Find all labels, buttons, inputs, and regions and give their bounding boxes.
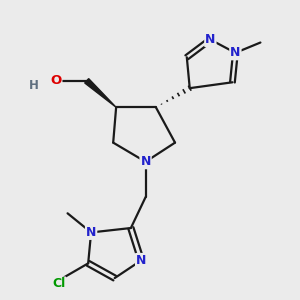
- Text: H: H: [29, 79, 39, 92]
- Text: N: N: [205, 33, 215, 46]
- Polygon shape: [85, 79, 116, 107]
- Text: N: N: [230, 46, 241, 59]
- Text: O: O: [50, 74, 61, 87]
- Text: Cl: Cl: [52, 278, 65, 290]
- Text: N: N: [86, 226, 96, 239]
- Text: N: N: [140, 155, 151, 168]
- Text: N: N: [136, 254, 146, 267]
